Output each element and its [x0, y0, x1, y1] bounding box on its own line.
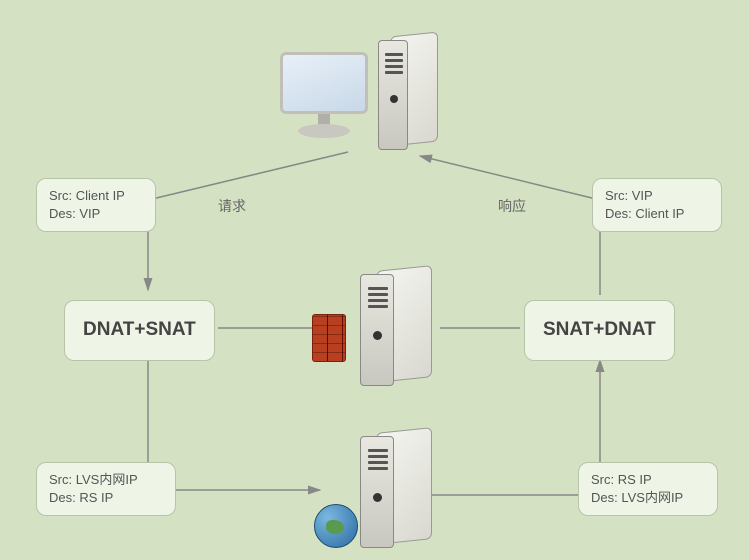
nat-box-right: SNAT+DNAT [524, 300, 675, 361]
lvs-node [320, 268, 460, 388]
monitor-icon [280, 52, 368, 114]
edge-label-text: 响应 [498, 198, 526, 214]
tower-front [360, 436, 394, 548]
globe-icon [314, 504, 358, 548]
info-line: Src: RS IP [591, 471, 705, 489]
client-node [280, 28, 460, 158]
info-line: Des: VIP [49, 205, 143, 223]
edge-label-request: 请求 [218, 196, 246, 216]
edge-label-text: 请求 [218, 198, 246, 214]
info-line: Src: VIP [605, 187, 709, 205]
arrow-client-to-lvs-left [148, 152, 348, 290]
nat-box-left: DNAT+SNAT [64, 300, 215, 361]
info-line: Src: LVS内网IP [49, 471, 163, 489]
edge-label-response: 响应 [498, 196, 526, 216]
info-line: Des: LVS内网IP [591, 489, 705, 507]
info-line: Src: Client IP [49, 187, 143, 205]
info-resp-bot: Src: RS IP Des: LVS内网IP [578, 462, 718, 516]
nat-label: SNAT+DNAT [543, 319, 656, 340]
tower-front [378, 40, 408, 150]
info-req-bot: Src: LVS内网IP Des: RS IP [36, 462, 176, 516]
info-line: Des: RS IP [49, 489, 163, 507]
rs-node [320, 430, 460, 550]
info-line: Des: Client IP [605, 205, 709, 223]
tower-front [360, 274, 394, 386]
firewall-icon [312, 314, 346, 362]
info-req-top: Src: Client IP Des: VIP [36, 178, 156, 232]
monitor-base [298, 124, 350, 138]
info-resp-top: Src: VIP Des: Client IP [592, 178, 722, 232]
nat-label: DNAT+SNAT [83, 319, 196, 340]
